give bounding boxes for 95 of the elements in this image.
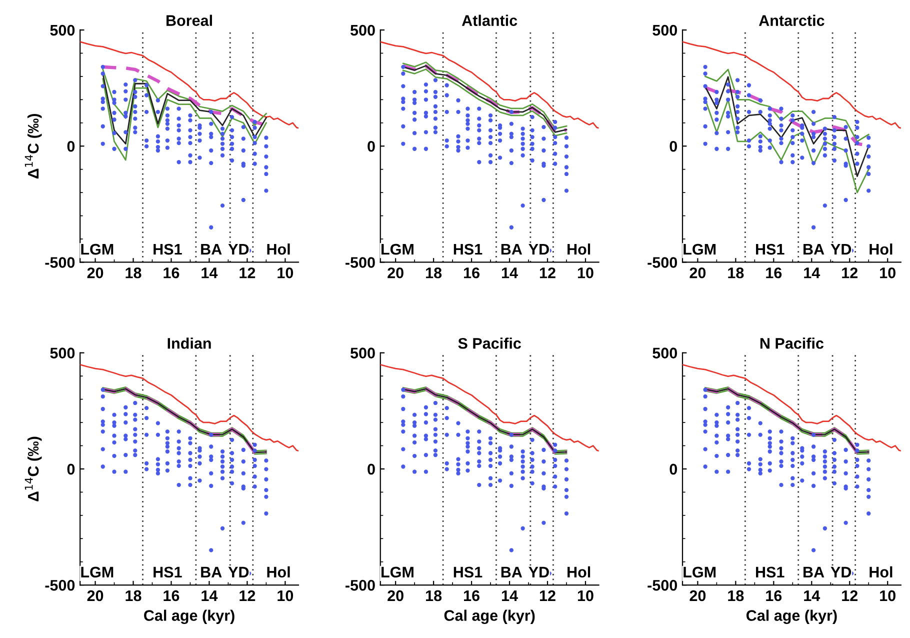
y-tick-label: -500 bbox=[648, 580, 678, 591]
x-tick-label: 16 bbox=[464, 590, 480, 602]
y-tick-label: 0 bbox=[670, 140, 678, 152]
x-tick-label: 14 bbox=[502, 268, 518, 278]
annotation: HS1 bbox=[756, 566, 784, 578]
x-tick-label: 20 bbox=[87, 590, 104, 602]
x-tick-label: 10 bbox=[578, 267, 594, 278]
chart-title: Antarctic bbox=[758, 14, 824, 26]
x-tick-label: 16 bbox=[766, 590, 782, 602]
x-tick-label: 18 bbox=[126, 590, 142, 602]
x-tick-label: 20 bbox=[690, 590, 706, 602]
y-tick-label: 500 bbox=[652, 24, 678, 36]
x-tick-label: 18 bbox=[126, 267, 142, 278]
x-tick-label: 16 bbox=[766, 267, 782, 278]
y-tick-label: 0 bbox=[368, 140, 375, 152]
annotation: LGM bbox=[382, 566, 414, 578]
x-tick-label: 18 bbox=[728, 590, 744, 602]
annotation: BA bbox=[501, 244, 522, 255]
x-tick-label: 16 bbox=[164, 590, 180, 602]
chart-title: Boreal bbox=[166, 14, 212, 26]
y-tick-label: 500 bbox=[350, 348, 375, 358]
x-tick-label: 12 bbox=[540, 590, 556, 601]
y-tick-label: 500 bbox=[50, 348, 75, 358]
x-tick-label: 10 bbox=[278, 590, 294, 602]
annotation: LGM bbox=[382, 244, 414, 255]
x-tick-label: 20 bbox=[388, 590, 404, 602]
x-tick-label: 20 bbox=[690, 267, 706, 278]
y-tick-label: 0 bbox=[368, 464, 375, 475]
y-tick-label: 500 bbox=[350, 24, 375, 36]
annotation: HS1 bbox=[756, 244, 784, 255]
y-tick-label: -500 bbox=[45, 580, 75, 591]
annotation: HS1 bbox=[454, 566, 482, 578]
x-tick-label: 16 bbox=[164, 267, 180, 278]
y-tick-label: 0 bbox=[67, 140, 75, 152]
annotation: YD bbox=[228, 244, 249, 255]
x-tick-label: 10 bbox=[880, 590, 896, 602]
chart-title: N Pacific bbox=[760, 338, 824, 349]
x-tick-label: 14 bbox=[804, 268, 820, 278]
annotation: YD bbox=[830, 244, 852, 255]
x-axis-title: Cal age (kyr) bbox=[746, 610, 837, 624]
annotation: LGM bbox=[81, 566, 114, 578]
annotation: LGM bbox=[684, 566, 716, 578]
x-tick-label: 12 bbox=[842, 590, 858, 601]
y-tick-label: 500 bbox=[652, 348, 678, 358]
x-tick-label: 12 bbox=[540, 267, 556, 278]
y-tick-label: 500 bbox=[50, 24, 75, 36]
annotation: Hol bbox=[870, 243, 892, 255]
y-axis-title: Δ$^{14}$C (‰) bbox=[24, 114, 42, 178]
y-tick-label: 0 bbox=[67, 464, 75, 475]
annotation: Hol bbox=[267, 566, 290, 578]
x-tick-label: 12 bbox=[842, 267, 858, 278]
chart-title: Indian bbox=[168, 338, 211, 349]
annotation: BA bbox=[804, 566, 824, 578]
annotation: BA bbox=[201, 566, 222, 578]
x-tick-label: 10 bbox=[278, 267, 294, 278]
annotation: YD bbox=[830, 566, 852, 578]
x-tick-label: 20 bbox=[388, 267, 404, 278]
annotation: HS1 bbox=[454, 244, 482, 255]
annotation: BA bbox=[501, 566, 522, 578]
annotation: Hol bbox=[870, 566, 892, 578]
x-tick-label: 20 bbox=[87, 267, 104, 278]
x-tick-label: 12 bbox=[240, 267, 256, 278]
x-tick-label: 12 bbox=[240, 590, 256, 601]
annotation: BA bbox=[804, 244, 824, 255]
y-axis-title: Δ$^{14}$C (‰) bbox=[24, 436, 42, 502]
x-tick-label: 18 bbox=[728, 267, 744, 278]
chart-title: Atlantic bbox=[462, 14, 518, 26]
x-tick-label: 16 bbox=[464, 267, 480, 278]
y-tick-label: -500 bbox=[346, 257, 375, 268]
annotation: HS1 bbox=[154, 244, 182, 255]
x-tick-label: 10 bbox=[578, 590, 594, 602]
x-tick-label: 14 bbox=[202, 590, 218, 601]
annotation: Hol bbox=[267, 243, 290, 255]
annotation: LGM bbox=[81, 244, 114, 255]
x-tick-label: 14 bbox=[502, 590, 518, 601]
x-tick-label: 14 bbox=[804, 590, 820, 601]
x-tick-label: 18 bbox=[426, 267, 442, 278]
y-tick-label: -500 bbox=[648, 257, 678, 268]
x-tick-label: 18 bbox=[426, 590, 442, 602]
annotation: LGM bbox=[684, 244, 716, 255]
annotation: Hol bbox=[568, 243, 590, 255]
y-tick-label: -500 bbox=[346, 580, 375, 591]
chart-title: S Pacific bbox=[458, 338, 521, 349]
x-axis-title: Cal age (kyr) bbox=[144, 610, 234, 624]
x-tick-label: 10 bbox=[880, 267, 896, 278]
annotation: Hol bbox=[568, 566, 590, 578]
y-tick-label: 0 bbox=[670, 464, 678, 475]
y-tick-label: -500 bbox=[45, 257, 75, 268]
annotation: BA bbox=[201, 244, 222, 255]
x-tick-label: 14 bbox=[202, 268, 218, 278]
annotation: HS1 bbox=[154, 566, 182, 578]
annotation: YD bbox=[528, 244, 549, 255]
x-axis-title: Cal age (kyr) bbox=[444, 610, 535, 624]
annotation: YD bbox=[228, 566, 249, 578]
annotation: YD bbox=[528, 566, 549, 578]
